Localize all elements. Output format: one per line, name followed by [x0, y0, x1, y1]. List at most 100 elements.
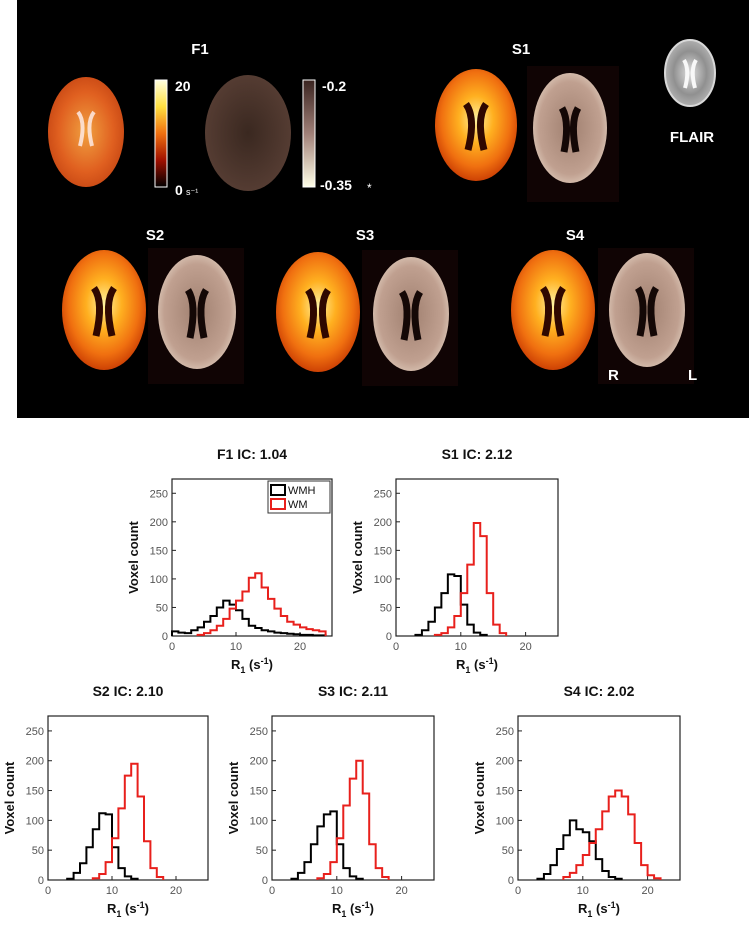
y-tick-label: 100: [250, 815, 268, 827]
y-tick-label: 200: [374, 517, 392, 529]
y-tick-label: 50: [32, 845, 44, 857]
x-axis-label: R1 (s-1): [332, 900, 374, 919]
y-tick-label: 250: [26, 726, 44, 738]
map-f1-ic: [205, 75, 291, 191]
y-tick-label: 200: [496, 756, 514, 768]
map-s3-r1: [276, 252, 360, 372]
x-tick-label: 0: [169, 641, 175, 653]
y-tick-label: 100: [150, 574, 168, 586]
series-wm-line: [433, 521, 508, 636]
series-wm-line: [316, 759, 390, 880]
x-tick-label: 0: [45, 885, 51, 897]
x-axis-label: R1 (s-1): [456, 656, 498, 675]
panel-label-s1: S1: [512, 41, 530, 58]
map-s1-r1: [435, 69, 517, 181]
y-tick-label: 150: [250, 786, 268, 798]
legend-box: [267, 480, 331, 514]
orientation-right-label: R: [608, 367, 619, 384]
chart-title: S1 IC: 2.12: [442, 446, 513, 462]
series-wmh-line: [536, 819, 623, 880]
panel-label-s3: S3: [356, 227, 374, 244]
y-tick-label: 0: [386, 631, 392, 643]
plot-frame: [271, 715, 435, 881]
y-tick-label: 200: [250, 756, 268, 768]
ic-colorbar: -0.2 -0.35 *: [302, 78, 372, 195]
series-wmh-line: [66, 812, 139, 880]
y-tick-label: 250: [496, 726, 514, 738]
flair-thumbnail: [664, 39, 716, 107]
x-axis-label: R1 (s-1): [107, 900, 149, 919]
y-tick-label: 100: [374, 574, 392, 586]
map-s2-r1: [62, 250, 146, 370]
x-tick-label: 10: [455, 641, 467, 653]
y-tick-label: 150: [374, 545, 392, 557]
plot-frame: [47, 715, 209, 881]
y-tick-label: 0: [508, 875, 514, 887]
x-tick-label: 20: [519, 641, 531, 653]
series-wm-line: [91, 762, 165, 880]
y-tick-label: 150: [496, 786, 514, 798]
y-tick-label: 50: [502, 845, 514, 857]
map-s4-r1: [511, 250, 595, 370]
plot-frame: [395, 478, 559, 637]
y-tick-label: 0: [38, 875, 44, 887]
map-s4-ic: [598, 248, 694, 384]
x-tick-label: 0: [515, 885, 521, 897]
r1-colorbar: 20 0 s⁻¹: [154, 78, 198, 198]
y-tick-label: 0: [262, 875, 268, 887]
legend-swatch: [270, 498, 286, 510]
x-tick-label: 10: [577, 885, 589, 897]
plot-frame: [517, 715, 681, 881]
x-tick-label: 20: [395, 885, 407, 897]
y-tick-label: 150: [150, 545, 168, 557]
x-axis-label: R1 (s-1): [231, 656, 273, 675]
y-tick-label: 250: [150, 488, 168, 500]
y-tick-label: 0: [162, 631, 168, 643]
series-wmh-line: [171, 599, 327, 637]
plot-frame: [171, 478, 333, 637]
x-tick-label: 10: [331, 885, 343, 897]
series-wmh-line: [290, 810, 364, 880]
y-tick-label: 200: [26, 756, 44, 768]
ic-colorbar-marker: *: [367, 181, 372, 195]
series-wmh-line: [414, 573, 488, 636]
y-tick-label: 200: [150, 517, 168, 529]
y-tick-label: 50: [156, 602, 168, 614]
y-axis-label: Voxel count: [2, 761, 17, 834]
flair-label: FLAIR: [670, 129, 714, 146]
orientation-left-label: L: [688, 367, 697, 384]
y-tick-label: 50: [380, 602, 392, 614]
map-f1-r1: [48, 77, 124, 187]
y-tick-label: 100: [26, 815, 44, 827]
chart-title: S2 IC: 2.10: [93, 683, 164, 699]
panel-label-s2: S2: [146, 227, 164, 244]
x-tick-label: 0: [393, 641, 399, 653]
y-axis-label: Voxel count: [350, 520, 365, 593]
ic-colorbar-max-label: -0.2: [322, 78, 346, 94]
legend-label: WM: [288, 499, 308, 511]
map-s1-ic: [527, 66, 619, 202]
chart-title: S3 IC: 2.11: [318, 683, 388, 699]
y-tick-label: 250: [374, 488, 392, 500]
y-tick-label: 250: [250, 726, 268, 738]
x-axis-label: R1 (s-1): [578, 900, 620, 919]
legend-swatch: [270, 484, 286, 496]
x-tick-label: 20: [294, 641, 306, 653]
x-tick-label: 20: [170, 885, 182, 897]
panel-label-s4: S4: [566, 227, 585, 244]
r1-colorbar-unit: s⁻¹: [186, 187, 198, 197]
legend-label: WMH: [288, 485, 316, 497]
y-tick-label: 100: [496, 815, 514, 827]
panel-label-f1: F1: [191, 41, 209, 58]
y-axis-label: Voxel count: [472, 761, 487, 834]
x-tick-label: 10: [106, 885, 118, 897]
map-s2-ic: [148, 248, 244, 384]
x-tick-label: 20: [641, 885, 653, 897]
series-wm-line: [562, 789, 662, 880]
